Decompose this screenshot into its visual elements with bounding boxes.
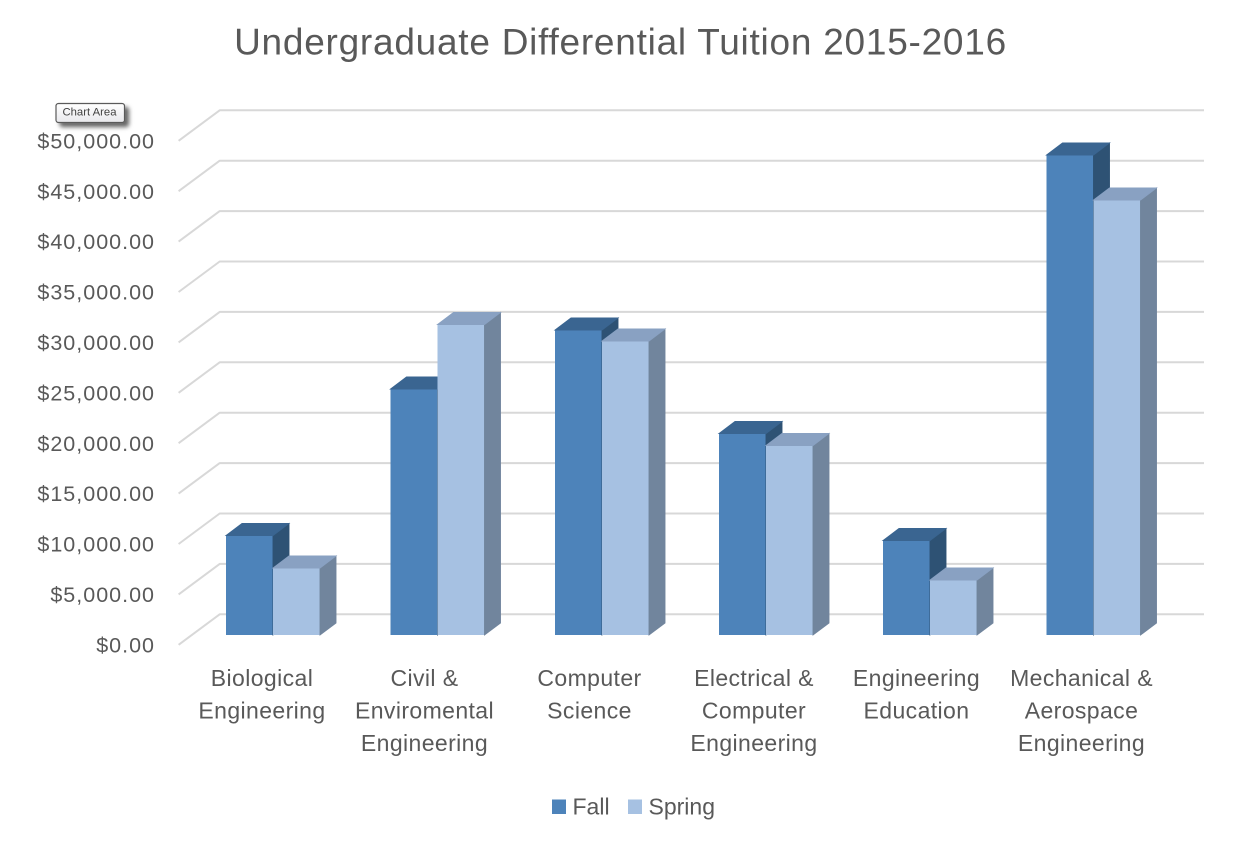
svg-text:Civil &: Civil & (391, 665, 459, 691)
svg-text:Chart Area: Chart Area (62, 107, 117, 119)
svg-text:$20,000.00: $20,000.00 (37, 432, 155, 456)
svg-text:$35,000.00: $35,000.00 (37, 281, 155, 305)
svg-text:$40,000.00: $40,000.00 (37, 230, 155, 254)
svg-text:Mechanical &: Mechanical & (1010, 665, 1153, 691)
svg-text:Computer: Computer (702, 698, 806, 724)
svg-text:$10,000.00: $10,000.00 (37, 533, 155, 557)
svg-text:$45,000.00: $45,000.00 (37, 180, 155, 204)
svg-text:Engineering: Engineering (361, 730, 488, 756)
svg-text:$0.00: $0.00 (96, 633, 155, 657)
svg-text:$30,000.00: $30,000.00 (37, 331, 155, 355)
svg-text:Biological: Biological (211, 665, 313, 691)
svg-text:Engineering: Engineering (690, 730, 817, 756)
svg-text:Science: Science (547, 698, 632, 724)
svg-text:Engineering: Engineering (853, 665, 980, 691)
svg-text:$15,000.00: $15,000.00 (37, 482, 155, 506)
svg-text:Enviromental: Enviromental (355, 698, 494, 724)
svg-text:Undergraduate Differential Tui: Undergraduate Differential Tuition 2015-… (234, 22, 1007, 63)
svg-text:Computer: Computer (537, 665, 641, 691)
svg-text:$25,000.00: $25,000.00 (37, 381, 155, 405)
svg-text:Fall: Fall (573, 794, 610, 820)
svg-text:Education: Education (864, 698, 970, 724)
svg-text:Spring: Spring (649, 794, 715, 820)
svg-text:$5,000.00: $5,000.00 (50, 583, 155, 607)
svg-text:Electrical &: Electrical & (694, 665, 814, 691)
svg-text:Engineering: Engineering (198, 698, 325, 724)
svg-text:Aerospace: Aerospace (1025, 698, 1139, 724)
svg-text:$50,000.00: $50,000.00 (37, 129, 155, 153)
svg-text:Engineering: Engineering (1018, 730, 1145, 756)
